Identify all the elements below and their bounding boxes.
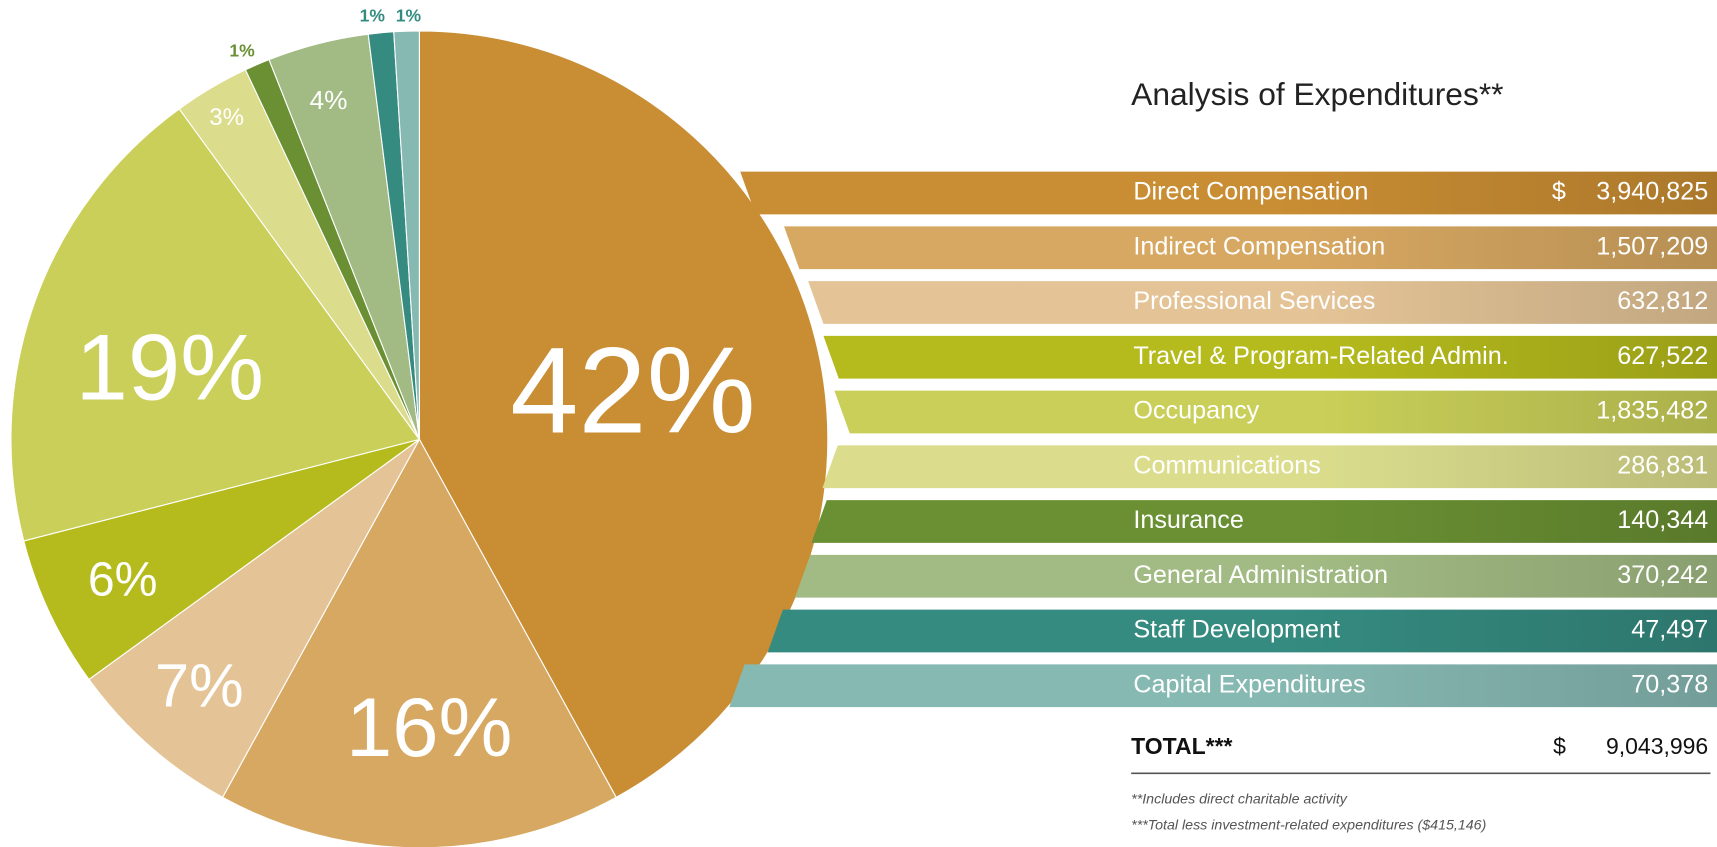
row-amount: 632,812 [1617, 287, 1708, 315]
slice-label: 1% [360, 5, 386, 25]
total-label: TOTAL*** [1131, 733, 1232, 759]
row-amount: 47,497 [1631, 616, 1708, 644]
row-band [794, 554, 1717, 598]
footnote: **Includes direct charitable activity [1131, 791, 1348, 807]
slice-label: 6% [88, 553, 158, 607]
row-band [767, 609, 1717, 653]
row-amount: 140,344 [1617, 506, 1708, 534]
pie-slice [23, 438, 420, 681]
row-amount: 286,831 [1617, 451, 1708, 479]
chart-title: Analysis of Expenditures** [1131, 76, 1503, 112]
row-label: General Administration [1133, 561, 1388, 589]
row-band [823, 335, 1717, 379]
row-band [740, 171, 1717, 215]
slice-label: 7% [155, 650, 244, 719]
pie-slice [88, 438, 420, 799]
row-label: Travel & Program-Related Admin. [1133, 342, 1508, 370]
footnote: ***Total less investment-related expendi… [1131, 818, 1486, 834]
row-label: Professional Services [1133, 287, 1375, 315]
row-label: Communications [1133, 451, 1320, 479]
row-label: Direct Compensation [1133, 178, 1368, 206]
row-label: Insurance [1133, 506, 1244, 534]
slice-label: 1% [396, 5, 422, 25]
row-band [808, 281, 1717, 324]
slice-label: 42% [510, 321, 755, 458]
row-label: Staff Development [1133, 616, 1340, 644]
row-amount: 1,507,209 [1596, 232, 1708, 260]
slice-label: 4% [310, 85, 348, 115]
row-amount: 1,835,482 [1596, 397, 1708, 425]
row-label: Indirect Compensation [1133, 232, 1385, 260]
slice-label: 16% [346, 681, 513, 774]
row-amount: 627,522 [1617, 342, 1708, 370]
row-band [811, 500, 1717, 543]
pie-slice [221, 438, 617, 847]
total-value: 9,043,996 [1606, 733, 1708, 759]
row-band [729, 664, 1717, 708]
row-band [822, 445, 1717, 489]
row-amount: 370,242 [1617, 561, 1708, 589]
pie-slice [10, 108, 421, 542]
slice-label: 19% [76, 315, 264, 420]
row-currency: $ [1552, 178, 1566, 206]
total-currency: $ [1553, 733, 1566, 759]
slice-label: 3% [209, 104, 244, 131]
row-amount: 3,940,825 [1596, 178, 1708, 206]
row-label: Capital Expenditures [1133, 670, 1365, 698]
row-amount: 70,378 [1631, 670, 1708, 698]
row-label: Occupancy [1133, 397, 1259, 425]
row-band [784, 226, 1717, 270]
slice-label: 1% [229, 40, 255, 60]
pie-slice [393, 30, 420, 440]
row-band [834, 390, 1717, 434]
